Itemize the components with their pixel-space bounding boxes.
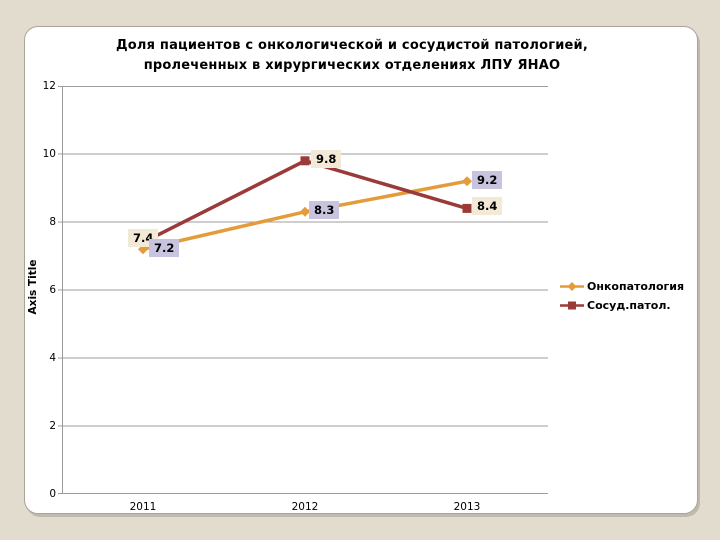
legend-label: Онкопатология: [587, 280, 685, 293]
data-label: 8.4: [472, 197, 503, 216]
y-tick-label: 6: [49, 284, 56, 296]
y-tick-label: 0: [49, 488, 56, 500]
y-tick-label: 4: [49, 352, 56, 364]
data-label: 8.3: [309, 200, 340, 219]
data-label: 9.2: [472, 171, 503, 190]
series-line-sosud-patol: [142, 158, 468, 244]
diamond-marker: [462, 176, 472, 187]
x-tick-label: 2012: [291, 501, 319, 513]
data-label: 9.8: [311, 149, 342, 168]
chart-panel: [24, 26, 698, 514]
legend-label: Сосуд.патол.: [587, 299, 671, 312]
y-tick-label: 8: [49, 216, 56, 228]
legend-item-onkopatologiya: Онкопатология: [560, 277, 684, 296]
legend-line-square-icon: [560, 301, 584, 310]
y-tick-label: 2: [49, 420, 56, 432]
legend-item-sosud-patol: Сосуд.патол.: [560, 296, 684, 315]
y-tick-label: 12: [42, 80, 56, 92]
chart-title: Доля пациентов с онкологической и сосуди…: [42, 36, 662, 76]
legend-line-diamond-icon: [560, 282, 584, 291]
y-tick-label: 10: [42, 148, 56, 160]
legend: Онкопатология Сосуд.патол.: [560, 277, 684, 315]
diamond-marker: [300, 206, 310, 217]
data-label: 7.2: [149, 239, 180, 258]
x-tick-label: 2011: [129, 501, 157, 513]
square-marker: [462, 203, 472, 213]
chart-title-line-1: Доля пациентов с онкологической и сосуди…: [115, 38, 588, 53]
plot-area: [58, 86, 548, 494]
x-tick-label: 2013: [453, 501, 481, 513]
chart-title-line-2: пролеченных в хирургических отделениях Л…: [143, 58, 561, 73]
square-marker: [300, 156, 310, 166]
